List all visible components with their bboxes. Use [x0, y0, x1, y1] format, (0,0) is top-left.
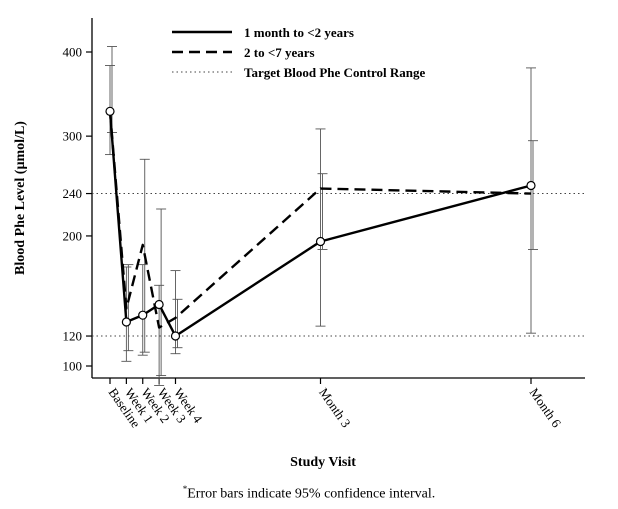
error-bars	[105, 46, 538, 386]
data-point	[154, 299, 164, 310]
reference-lines	[92, 193, 585, 337]
y-tick-label: 400	[63, 45, 83, 60]
data-point	[170, 331, 181, 341]
data-point	[105, 106, 115, 116]
series-line-2-to-7-years	[108, 111, 532, 329]
legend-label: 2 to <7 years	[244, 45, 315, 60]
legend: 1 month to <2 years 2 to <7 years Target B…	[172, 25, 426, 80]
y-axis-title: Blood Phe Level (µmol/L)	[13, 121, 28, 275]
data-point	[138, 310, 148, 320]
x-tick-label: Month 6	[527, 385, 565, 430]
x-axis-title: Study Visit	[290, 455, 356, 470]
data-point	[315, 236, 326, 247]
data-point	[526, 180, 536, 191]
y-tick-label: 200	[63, 228, 83, 243]
footnote: *Error bars indicate 95% confidence inte…	[0, 484, 618, 503]
x-tick-label: Month 3	[316, 385, 354, 430]
markers	[105, 106, 536, 341]
y-tick-label: 300	[63, 129, 83, 144]
legend-label: Target Blood Phe Control Range	[244, 65, 426, 80]
y-tick-label: 100	[63, 359, 83, 374]
data-point	[121, 317, 131, 327]
y-tick-label: 120	[63, 329, 83, 344]
footnote-marker: *	[182, 484, 188, 494]
footnote-text: Error bars indicate 95% confidence inter…	[187, 486, 436, 502]
y-tick-label: 240	[63, 186, 83, 201]
legend-label: 1 month to <2 years	[244, 25, 354, 40]
